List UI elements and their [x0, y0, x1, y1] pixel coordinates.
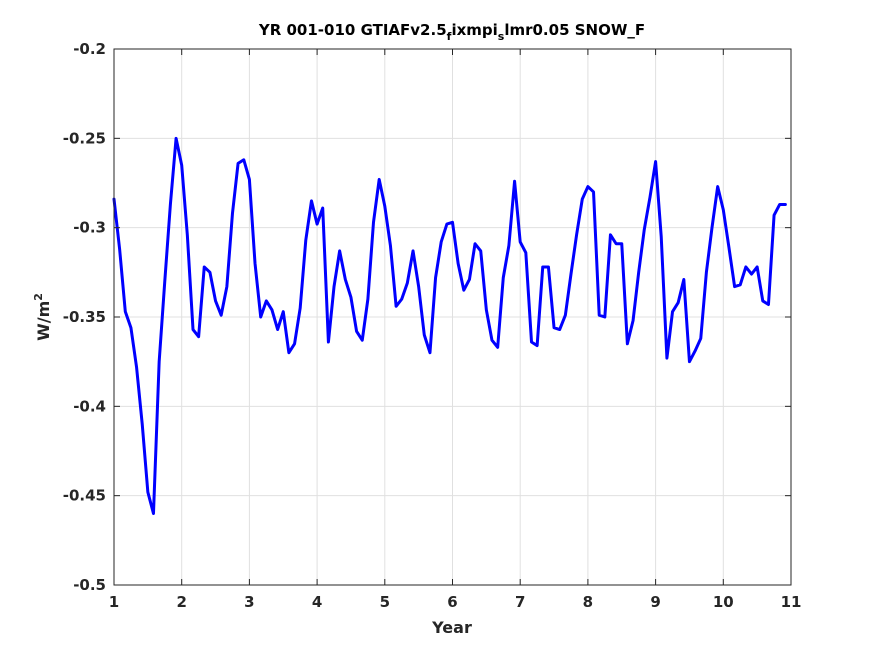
x-tick-label: 10 [713, 593, 734, 611]
y-tick-label: -0.5 [73, 576, 106, 594]
y-axis-label-base: W/m [34, 301, 53, 341]
x-tick-label: 8 [583, 593, 593, 611]
y-tick-labels: -0.5 -0.45 -0.4 -0.35 -0.3 -0.25 -0.2 [63, 40, 106, 594]
title-part-mid: ixmpi [451, 21, 497, 39]
series-line [112, 136, 787, 516]
x-tick-label: 5 [380, 593, 390, 611]
y-tick-label: -0.35 [63, 308, 106, 326]
x-tick-label: 6 [447, 593, 457, 611]
y-tick-label: -0.2 [73, 40, 106, 58]
ticks [113, 48, 792, 586]
y-tick-label: -0.25 [63, 129, 106, 147]
x-tick-labels: 1 2 3 4 5 6 7 8 9 10 11 [109, 593, 802, 611]
chart-title: YR 001-010 GTIAFv2.5fixmpislmr0.05 SNOW_… [258, 21, 645, 43]
x-tick-label: 4 [312, 593, 322, 611]
title-part-end: lmr0.05 SNOW_F [504, 21, 645, 39]
title-subscript-s: s [498, 30, 505, 43]
y-tick-label: -0.3 [73, 219, 106, 237]
y-tick-label: -0.4 [73, 397, 106, 415]
title-part-main: YR 001-010 GTIAFv2.5 [258, 21, 447, 39]
title-subscript-f: f [447, 30, 452, 43]
x-tick-label: 9 [650, 593, 660, 611]
x-tick-label: 2 [176, 593, 186, 611]
x-tick-label: 11 [781, 593, 802, 611]
x-axis-label: Year [431, 618, 472, 637]
y-tick-label: -0.45 [63, 487, 106, 505]
x-tick-label: 7 [515, 593, 525, 611]
y-axis-label: W/m2 [32, 293, 53, 341]
series-line-group [112, 136, 787, 516]
x-tick-label: 3 [244, 593, 254, 611]
y-axis-label-sup: 2 [32, 293, 45, 301]
x-tick-label: 1 [109, 593, 119, 611]
